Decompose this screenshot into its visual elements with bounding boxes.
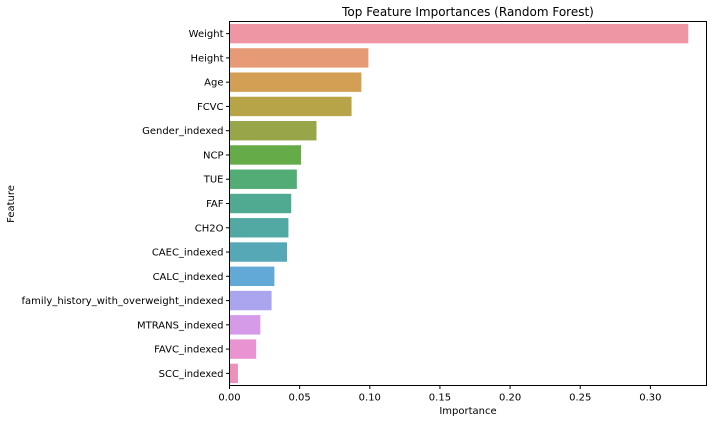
x-tick-label: 0.30	[639, 393, 661, 404]
y-tick-label: CALC_indexed	[153, 272, 224, 283]
bar-weight	[229, 23, 689, 44]
bar-favc-indexed	[229, 339, 257, 359]
bar-tue	[229, 169, 297, 189]
chart-title: Top Feature Importances (Random Forest)	[341, 5, 594, 19]
y-tick-label: FAF	[206, 199, 224, 210]
x-tick-label: 0.10	[359, 393, 381, 404]
y-tick-label: FAVC_indexed	[154, 345, 223, 356]
y-tick-label: Age	[204, 78, 223, 89]
x-tick-label: 0.00	[218, 393, 240, 404]
x-ticks: 0.00 0.05 0.10 0.15 0.20 0.25 0.30	[218, 385, 662, 404]
bar-fcvc	[229, 96, 352, 117]
bars-group	[229, 23, 689, 384]
y-tick-label: NCP	[203, 150, 224, 161]
bar-age	[229, 72, 362, 92]
y-tick-label: TUE	[203, 175, 224, 186]
bar-calc-indexed	[229, 266, 275, 287]
y-tick-label: MTRANS_indexed	[137, 320, 224, 331]
bar-scc-indexed	[229, 363, 238, 384]
x-tick-label: 0.05	[289, 393, 311, 404]
y-tick-label: Weight	[189, 29, 224, 40]
y-tick-label: FCVC	[197, 102, 224, 113]
x-tick-label: 0.25	[569, 393, 591, 404]
y-tick-label: Gender_indexed	[142, 126, 223, 137]
bar-height	[229, 48, 369, 68]
x-tick-label: 0.15	[429, 393, 451, 404]
plot-frame	[229, 21, 707, 386]
y-tick-label: family_history_with_overweight_indexed	[21, 296, 223, 307]
y-axis-title: Feature	[6, 185, 17, 223]
bar-gender-indexed	[229, 120, 317, 141]
y-tick-label: Height	[190, 53, 223, 64]
bar-family-history-with-overweight-indexed	[229, 290, 272, 311]
bar-faf	[229, 193, 292, 214]
y-tick-labels: Weight Height Age FCVC Gender_indexed NCP TUE F…	[21, 29, 230, 380]
bar-ncp	[229, 145, 302, 165]
y-tick-label: SCC_indexed	[159, 369, 224, 380]
bar-caec-indexed	[229, 242, 288, 262]
x-axis-title: Importance	[439, 406, 496, 417]
bar-mtrans-indexed	[229, 315, 261, 335]
y-tick-label: CH2O	[195, 223, 224, 234]
bar-ch2o	[229, 218, 289, 238]
x-tick-label: 0.20	[499, 393, 521, 404]
y-tick-label: CAEC_indexed	[152, 248, 224, 259]
